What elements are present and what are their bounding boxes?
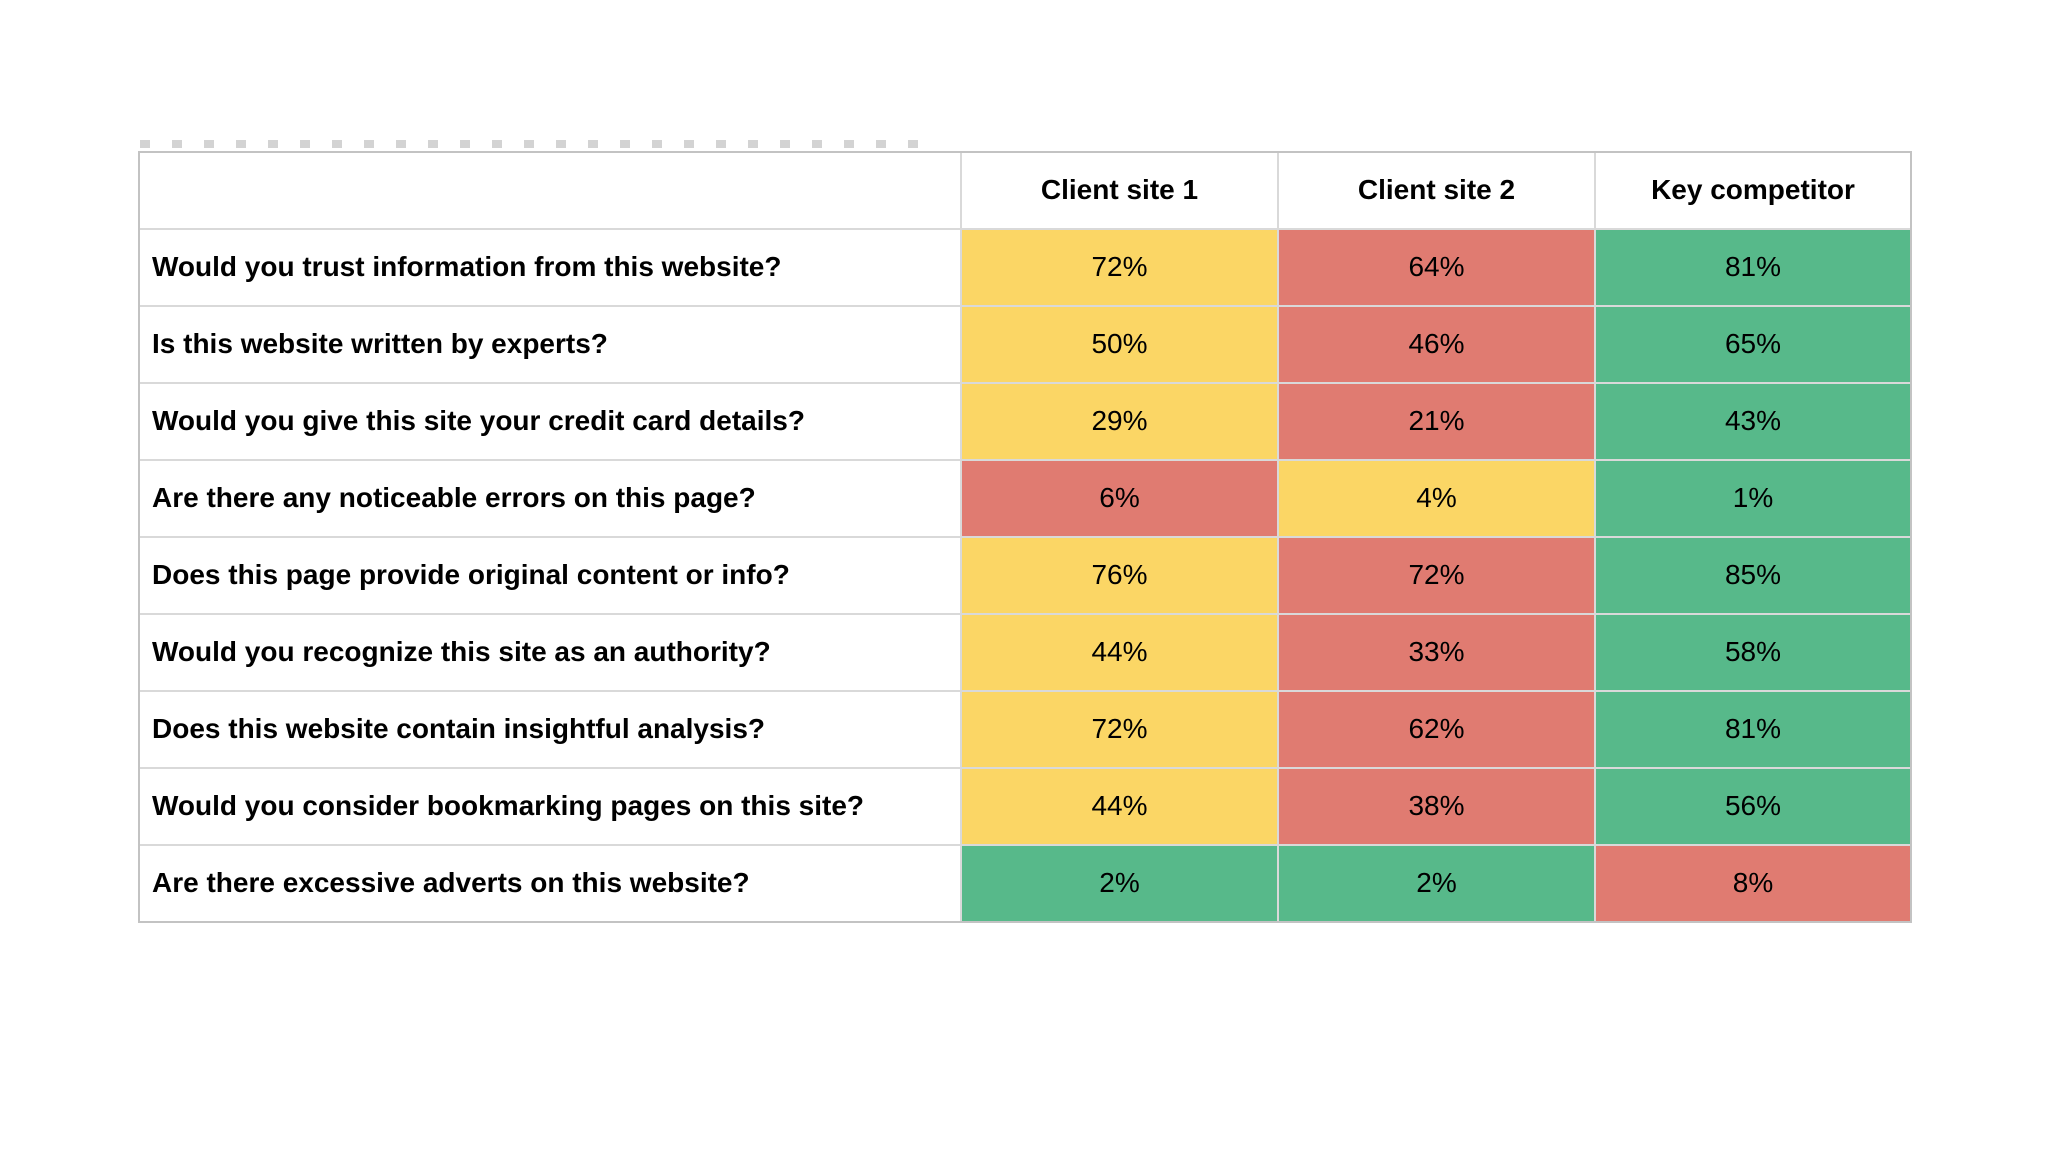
value-cell[interactable]: 81%: [1596, 692, 1910, 767]
column-header-key-competitor[interactable]: Key competitor: [1596, 153, 1910, 228]
value-cell[interactable]: 81%: [1596, 230, 1910, 305]
comparison-table: Client site 1 Client site 2 Key competit…: [138, 151, 1912, 923]
value-cell[interactable]: 33%: [1279, 615, 1594, 690]
value-cell[interactable]: 4%: [1279, 461, 1594, 536]
column-header-client-site-2[interactable]: Client site 2: [1279, 153, 1594, 228]
question-cell[interactable]: Would you consider bookmarking pages on …: [140, 769, 960, 844]
value-cell[interactable]: 56%: [1596, 769, 1910, 844]
value-cell[interactable]: 1%: [1596, 461, 1910, 536]
column-header-client-site-1[interactable]: Client site 1: [962, 153, 1277, 228]
question-cell[interactable]: Are there any noticeable errors on this …: [140, 461, 960, 536]
value-cell[interactable]: 72%: [962, 692, 1277, 767]
value-cell[interactable]: 72%: [962, 230, 1277, 305]
corner-header-cell[interactable]: [140, 153, 960, 228]
value-cell[interactable]: 29%: [962, 384, 1277, 459]
value-cell[interactable]: 58%: [1596, 615, 1910, 690]
question-cell[interactable]: Does this page provide original content …: [140, 538, 960, 613]
value-cell[interactable]: 76%: [962, 538, 1277, 613]
value-cell[interactable]: 38%: [1279, 769, 1594, 844]
value-cell[interactable]: 2%: [1279, 846, 1594, 921]
value-cell[interactable]: 6%: [962, 461, 1277, 536]
question-cell[interactable]: Does this website contain insightful ana…: [140, 692, 960, 767]
value-cell[interactable]: 62%: [1279, 692, 1594, 767]
question-cell[interactable]: Would you trust information from this we…: [140, 230, 960, 305]
value-cell[interactable]: 44%: [962, 615, 1277, 690]
question-cell[interactable]: Are there excessive adverts on this webs…: [140, 846, 960, 921]
value-cell[interactable]: 44%: [962, 769, 1277, 844]
value-cell[interactable]: 43%: [1596, 384, 1910, 459]
value-cell[interactable]: 8%: [1596, 846, 1910, 921]
question-cell[interactable]: Would you give this site your credit car…: [140, 384, 960, 459]
value-cell[interactable]: 2%: [962, 846, 1277, 921]
value-cell[interactable]: 50%: [962, 307, 1277, 382]
value-cell[interactable]: 64%: [1279, 230, 1594, 305]
value-cell[interactable]: 72%: [1279, 538, 1594, 613]
value-cell[interactable]: 46%: [1279, 307, 1594, 382]
value-cell[interactable]: 65%: [1596, 307, 1910, 382]
value-cell[interactable]: 85%: [1596, 538, 1910, 613]
question-cell[interactable]: Is this website written by experts?: [140, 307, 960, 382]
copy-selection-dashed-border: [140, 140, 940, 148]
question-cell[interactable]: Would you recognize this site as an auth…: [140, 615, 960, 690]
value-cell[interactable]: 21%: [1279, 384, 1594, 459]
